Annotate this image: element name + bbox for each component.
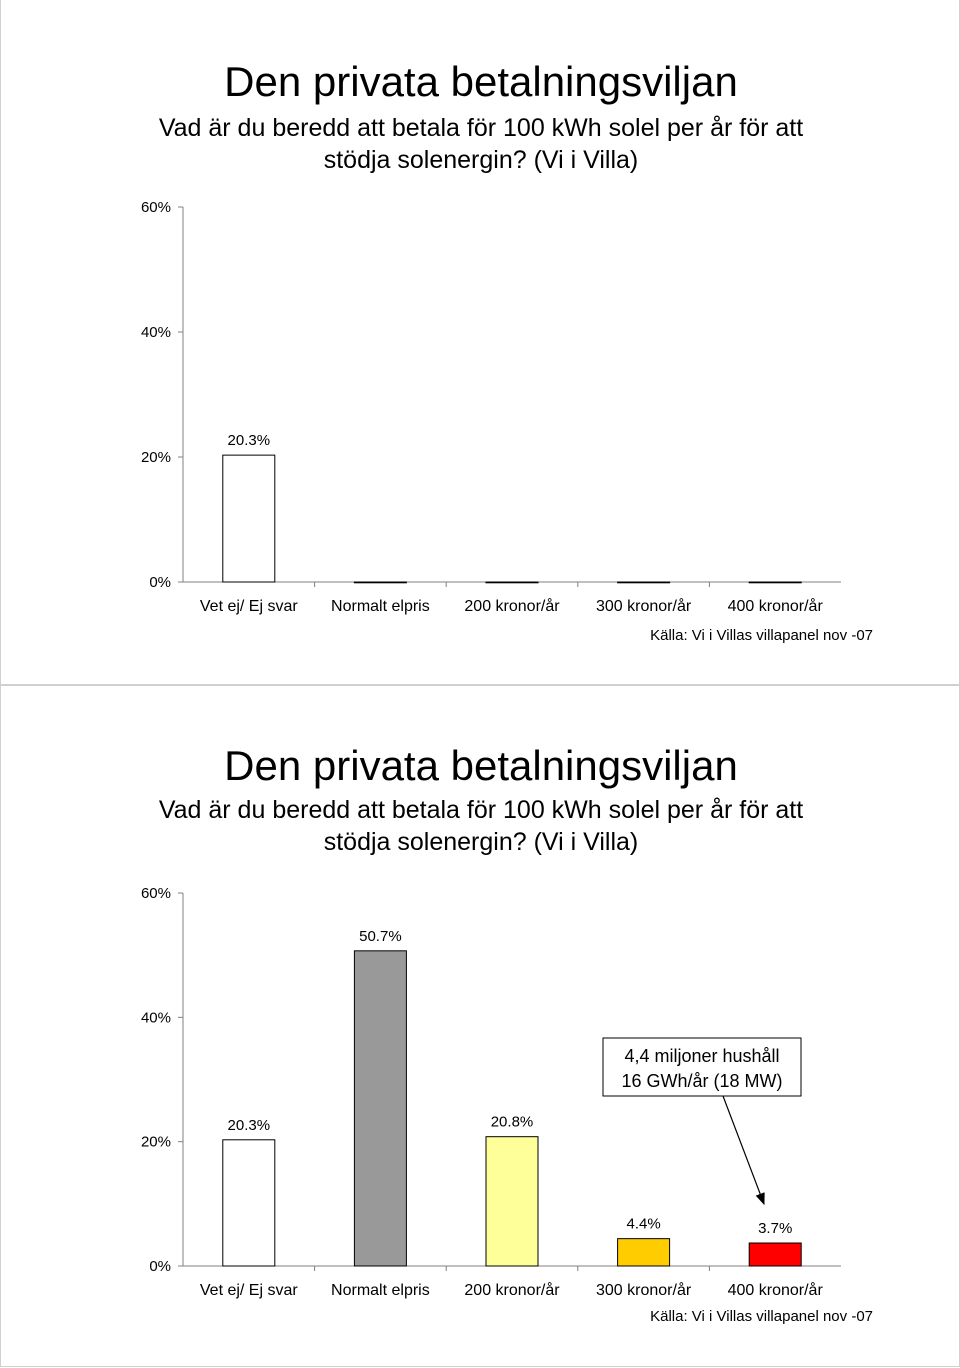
x-tick-label: 300 kronor/år [596,1281,692,1299]
data-label: 20.3% [228,1117,271,1134]
data-label: 50.7% [359,928,402,945]
x-tick-label: 300 kronor/år [596,597,692,615]
data-label: 3.7% [758,1220,792,1237]
slide-1: Den privata betalningsviljan Vad är du b… [0,0,960,685]
x-tick-label: 400 kronor/år [728,597,824,615]
bar-chart: 0% 20% 40% 60% 20.3% Vet ej/ Ej svar Normalt e… [141,199,873,644]
y-tick-label: 40% [141,324,171,341]
bar [222,1139,276,1267]
slide-subtitle: Vad är du beredd att betala för 100 kWh … [158,114,804,174]
bar [353,581,407,584]
slide-title: Den privata betalningsviljan [224,58,738,105]
y-tick-label: 0% [149,1258,171,1275]
x-tick-label: Normalt elpris [331,598,430,615]
source-note: Källa: Vi i Villas villapanel nov -07 [650,627,873,644]
y-tick-label: 60% [141,199,171,216]
y-tick-label: 20% [141,1134,171,1151]
bar [748,581,802,584]
y-tick-label: 20% [141,449,171,466]
x-tick-label: 200 kronor/år [464,597,560,615]
x-tick-label: Vet ej/ Ej svar [200,1282,298,1299]
data-label: 20.8% [491,1114,534,1131]
x-tick-label: Vet ej/ Ej svar [200,598,298,615]
data-label: 4.4% [626,1216,660,1233]
x-tick-label: Normalt elpris [331,1282,430,1299]
annotation-arrow [722,1095,765,1206]
data-label: 20.3% [228,432,271,449]
annotation-box [602,1037,802,1097]
bar [485,1136,539,1267]
annotation-text: 4,4 miljoner hushåll [624,1046,779,1066]
bar-chart: 0% 20% 40% 60% 20.3% Vet ej/ Ej svar 50.7% Norm… [141,885,873,1325]
y-tick-label: 60% [141,885,171,902]
bar [617,581,671,584]
source-note: Källa: Vi i Villas villapanel nov -07 [650,1308,873,1325]
y-tick-label: 40% [141,1009,171,1026]
slide-subtitle: Vad är du beredd att betala för 100 kWh … [158,796,804,856]
slide-title: Den privata betalningsviljan [224,742,738,789]
bar [222,454,276,583]
annotation-text: 16 GWh/år (18 MW) [621,1071,782,1091]
bar [617,1238,671,1267]
y-tick-label: 0% [149,574,171,591]
x-tick-label: 200 kronor/år [464,1281,560,1299]
bar [353,950,407,1267]
slide-2: Den privata betalningsviljan Vad är du b… [0,685,960,1367]
bar [748,1242,802,1267]
bar [485,581,539,584]
x-tick-label: 400 kronor/år [728,1281,824,1299]
